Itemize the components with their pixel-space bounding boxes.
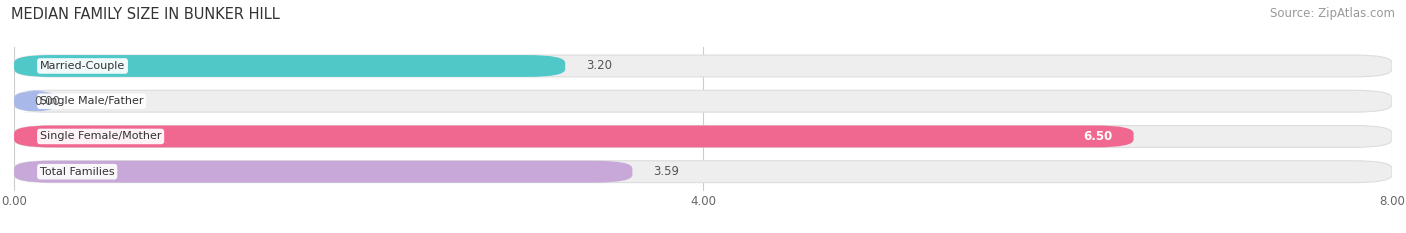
- Text: Single Female/Mother: Single Female/Mother: [39, 131, 162, 141]
- Text: 3.59: 3.59: [652, 165, 679, 178]
- FancyBboxPatch shape: [14, 90, 1392, 112]
- Text: 0.00: 0.00: [35, 95, 60, 108]
- Text: MEDIAN FAMILY SIZE IN BUNKER HILL: MEDIAN FAMILY SIZE IN BUNKER HILL: [11, 7, 280, 22]
- FancyBboxPatch shape: [14, 126, 1133, 147]
- FancyBboxPatch shape: [14, 126, 1392, 147]
- FancyBboxPatch shape: [14, 55, 565, 77]
- Text: Single Male/Father: Single Male/Father: [39, 96, 143, 106]
- Text: 6.50: 6.50: [1084, 130, 1114, 143]
- FancyBboxPatch shape: [14, 161, 1392, 183]
- Text: Source: ZipAtlas.com: Source: ZipAtlas.com: [1270, 7, 1395, 20]
- FancyBboxPatch shape: [14, 55, 1392, 77]
- Text: 3.20: 3.20: [586, 59, 612, 72]
- Text: Married-Couple: Married-Couple: [39, 61, 125, 71]
- FancyBboxPatch shape: [14, 161, 633, 183]
- Text: Total Families: Total Families: [39, 167, 114, 177]
- FancyBboxPatch shape: [14, 90, 58, 112]
